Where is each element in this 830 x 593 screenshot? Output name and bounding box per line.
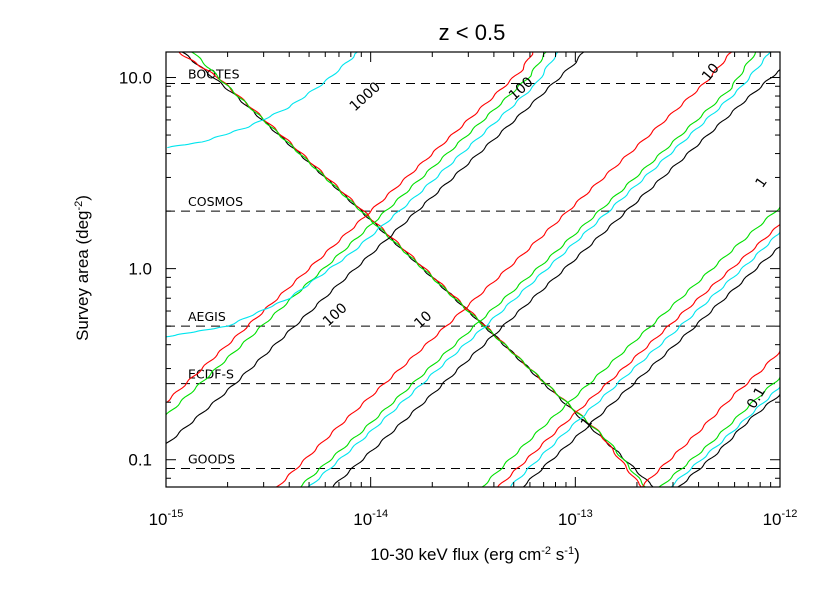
plot-frame [165,51,781,488]
contour-curve [166,52,559,338]
contour-curve [178,52,642,487]
contour-curve [677,394,780,487]
contour-curve [332,69,780,487]
contour-curve [166,52,534,403]
contour-curve [642,350,780,487]
y-tick-label: 10.0 [119,69,152,88]
survey-label: GOODS [188,451,235,466]
x-tick-label: 10-12 [763,508,798,529]
contour-curve [497,224,780,487]
x-tick-label: 10-15 [149,508,184,529]
contour-label: 10 [699,60,723,84]
contour-curve [481,206,780,487]
contour-curve [307,52,771,487]
x-axis-label: 10-30 keV flux (erg cm-2 s-1) [370,545,579,564]
contour-label: 100 [506,74,537,104]
contour-curve [191,52,646,487]
contour-label: 1 [753,174,771,190]
contour-curve [166,52,547,416]
contour-label: 100 [320,300,351,330]
contour-curve [510,231,780,487]
contour-curve [670,386,780,487]
y-tick-label: 1.0 [128,260,152,279]
contour-curve [166,52,585,445]
contour-label: 1000 [347,79,384,115]
contour-curve [658,377,780,487]
y-axis-label: Survey area (deg-2) [73,195,92,341]
contour-curve [522,246,780,487]
x-tick-label: 10-14 [353,508,388,529]
contour-label: 10 [411,308,435,332]
axis-ticks: 10-15 10-14 10-13 10-12 0.1 1.0 10.0 [119,52,798,529]
contour-label: 1 [578,415,596,432]
contour-curves [166,52,780,487]
contour-curve [300,52,757,487]
y-tick-label: 0.1 [128,451,152,470]
contour-curve [276,52,732,487]
survey-label: COSMOS [188,194,243,209]
chart-title: z < 0.5 [439,20,506,45]
x-tick-label: 10-13 [558,508,593,529]
survey-label: AEGIS [188,309,226,324]
contour-curve [167,52,358,149]
